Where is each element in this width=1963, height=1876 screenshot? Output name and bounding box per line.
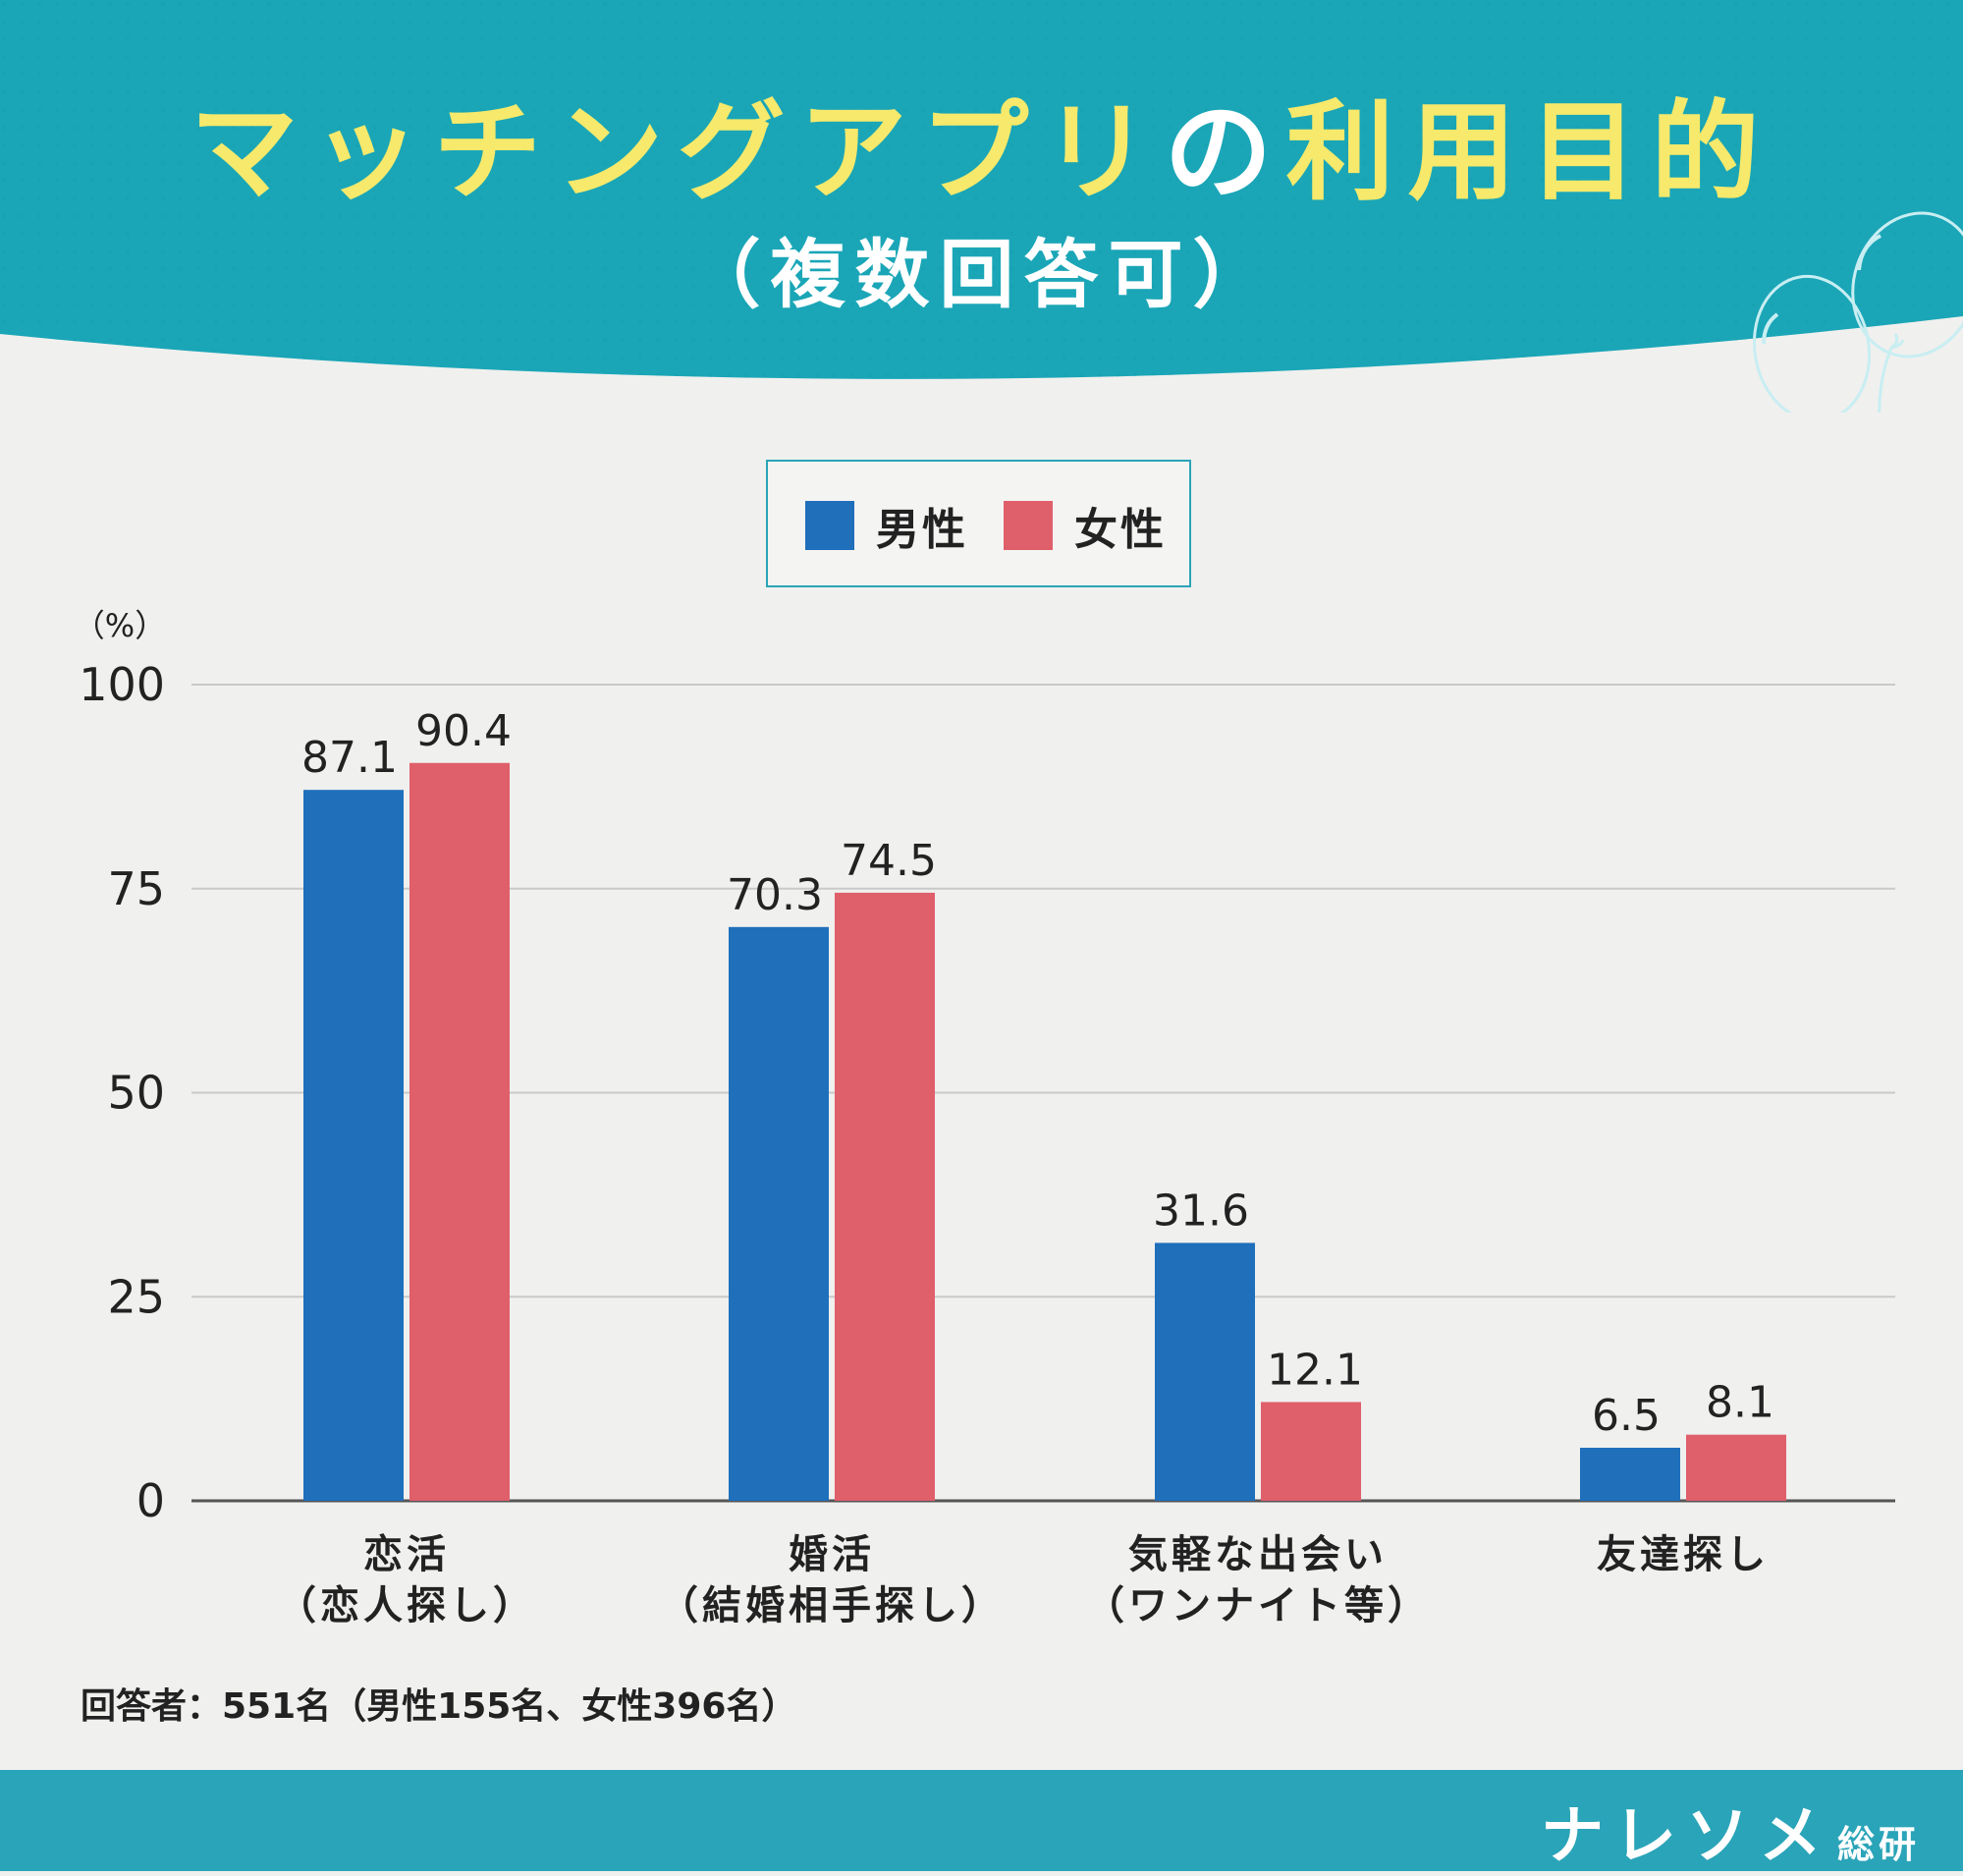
x-tick-label: （ワンナイト等） <box>1085 1583 1431 1628</box>
y-axis-unit: （%） <box>74 607 166 644</box>
y-tick-label: 100 <box>79 658 165 711</box>
x-tick-label: 婚活 <box>789 1532 875 1577</box>
title-part-1: マッチングアプリ <box>190 89 1165 215</box>
legend: 男性 女性 <box>766 460 1191 587</box>
header-banner <box>0 0 1963 413</box>
data-label: 12.1 <box>1267 1345 1363 1395</box>
data-label: 70.3 <box>727 870 823 920</box>
y-tick-label: 25 <box>107 1270 165 1323</box>
legend-item-male: 男性 <box>805 501 968 555</box>
brand-logo: ナレソメ 総研 <box>1541 1786 1920 1876</box>
title-part-3: 利用目的 <box>1285 89 1773 215</box>
y-tick-label: 0 <box>136 1474 165 1527</box>
data-label: 74.5 <box>841 836 937 886</box>
title-part-2: の <box>1164 89 1286 215</box>
x-tick-label: （結婚相手探し） <box>659 1583 1005 1628</box>
bar-male <box>303 790 404 1501</box>
bar-female <box>835 892 935 1501</box>
bar-female <box>1261 1402 1361 1501</box>
balloon-icon <box>1752 211 1963 413</box>
data-label: 8.1 <box>1706 1378 1774 1428</box>
y-tick-label: 50 <box>107 1067 165 1120</box>
x-tick-label: 恋活 <box>363 1532 450 1577</box>
bar-female <box>409 762 510 1501</box>
bar-male <box>729 926 829 1501</box>
legend-label-female: 女性 <box>1074 505 1167 555</box>
respondents-note: 回答者：551名（男性155名、女性396名） <box>81 1686 797 1727</box>
bar-male <box>1580 1447 1680 1501</box>
legend-label-male: 男性 <box>876 505 968 555</box>
legend-swatch-female <box>1004 501 1053 550</box>
data-label: 6.5 <box>1592 1391 1661 1441</box>
brand-suffix: 総研 <box>1836 1823 1920 1866</box>
data-label: 87.1 <box>301 733 398 783</box>
legend-swatch-male <box>805 501 854 550</box>
chart-title: マッチングアプリの利用目的 <box>0 88 1963 216</box>
legend-item-female: 女性 <box>1004 501 1167 555</box>
chart-subtitle: （複数回答可） <box>685 231 1278 318</box>
data-label: 90.4 <box>415 706 512 756</box>
x-tick-label: 友達探し <box>1597 1532 1770 1577</box>
footer-bar <box>0 1770 1963 1871</box>
bar-chart: 0 25 50 75 100 （%） 87.1 90.4 恋活 （恋人探し） 70.3 74.5 婚活 （… <box>74 607 1895 1628</box>
brand-name: ナレソメ <box>1540 1800 1831 1873</box>
x-tick-label: （恋人探し） <box>277 1583 536 1628</box>
data-label: 31.6 <box>1153 1186 1249 1236</box>
y-tick-label: 75 <box>107 862 165 915</box>
bar-female <box>1686 1434 1786 1501</box>
x-tick-label: 気軽な出会い <box>1128 1532 1388 1577</box>
bar-male <box>1155 1242 1255 1501</box>
